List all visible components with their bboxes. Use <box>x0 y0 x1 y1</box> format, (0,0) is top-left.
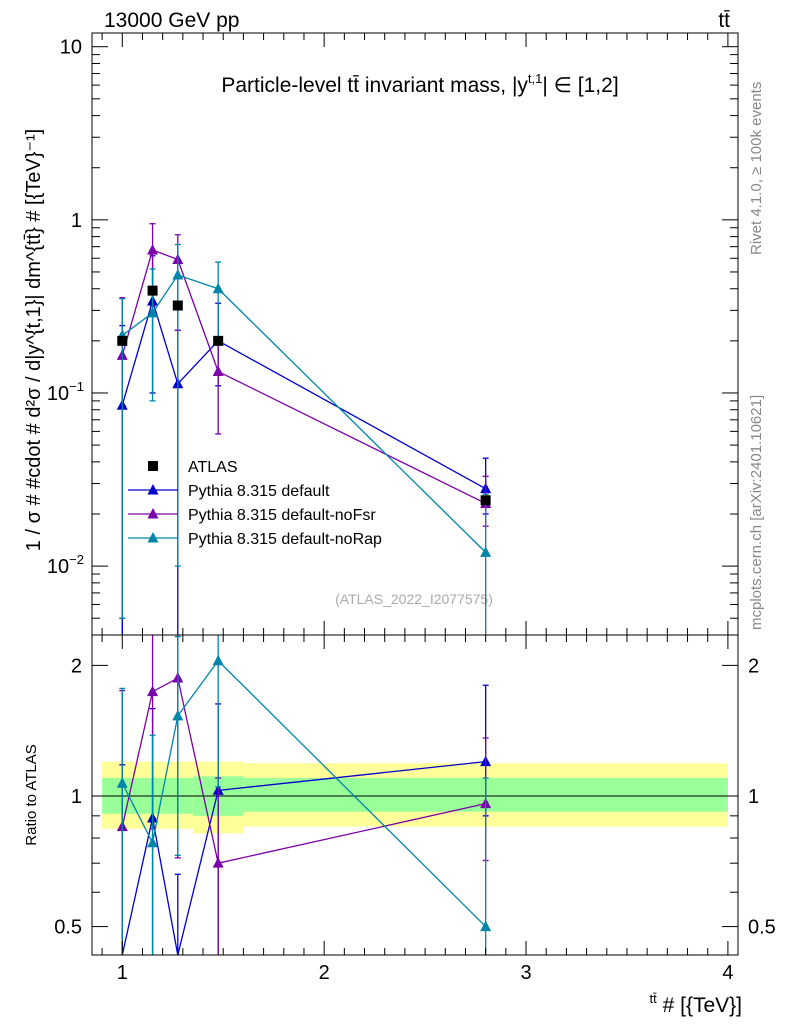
legend-item: Pythia 8.315 default-noRap <box>128 531 382 548</box>
ratio-y-tick-label-right: 1 <box>748 786 759 808</box>
atlas-data-point <box>117 335 128 346</box>
data-point <box>172 269 184 280</box>
legend-marker-triangle <box>147 532 159 543</box>
ratio-panel: 0.5 0.5 1 1 2 2 1 2 3 4 Ratio to ATLAS tt̄ # [{T… <box>23 634 776 1017</box>
main-y-axis-label: 1 / σ # #cdot # d²σ / d|y^{t,1}| dm^{tt̄… <box>23 129 45 551</box>
atlas-data-point <box>480 495 491 506</box>
ratio-uncertainty-bands <box>102 761 728 834</box>
legend-item: Pythia 8.315 default-noFsr <box>128 507 376 524</box>
chart-title: Particle-level tt̄ invariant mass, |yt,1… <box>221 71 618 97</box>
ratio-y-tick-label-right: 2 <box>748 655 759 677</box>
legend-label: ATLAS <box>188 459 238 476</box>
header-process-label: tt̄ <box>718 9 730 32</box>
data-point <box>116 777 128 788</box>
data-point <box>172 709 184 721</box>
legend-label: Pythia 8.315 default <box>188 483 330 500</box>
series-line <box>121 249 486 505</box>
legend-label: Pythia 8.315 default-noFsr <box>188 507 376 524</box>
legend-item: Pythia 8.315 default <box>128 483 330 500</box>
ratio-y-tick-label: 1 <box>71 786 82 808</box>
legend-marker-triangle <box>147 484 159 495</box>
main-panel: 10−2 10−1 1 10 Particle-level tt̄ invariant… <box>23 32 739 636</box>
main-y-tick-label: 1 <box>71 210 82 232</box>
ratio-y-tick-label-right: 0.5 <box>748 917 776 939</box>
x-tick-label: 3 <box>520 962 531 984</box>
x-axis: 1 2 3 4 <box>101 635 733 984</box>
data-point <box>147 243 159 255</box>
data-point <box>212 654 224 666</box>
x-tick-label: 1 <box>117 962 128 984</box>
legend: ATLAS Pythia 8.315 default Pythia 8.315 de… <box>128 459 382 548</box>
ratio-pythia-8-315-default-norap <box>116 635 492 955</box>
data-point <box>480 920 492 932</box>
main-y-tick-label: 10−2 <box>47 552 84 578</box>
atlas-data-point <box>172 300 183 311</box>
header-energy-label: 13000 GeV pp <box>104 9 239 32</box>
ratio-frame <box>91 634 739 956</box>
legend-marker-square <box>148 461 158 471</box>
main-x-axis-ticks <box>101 33 729 635</box>
data-point <box>147 306 159 318</box>
ratio-series-group <box>116 635 492 956</box>
data-point <box>212 282 224 294</box>
data-point <box>212 857 224 868</box>
series-line <box>121 298 486 490</box>
main-series-group <box>116 223 492 635</box>
main-pythia-8-315-default <box>116 255 492 635</box>
atlas-data-point <box>213 335 224 346</box>
analysis-watermark: (ATLAS_2022_I2077575) <box>335 591 493 607</box>
main-y-tick-label: 10−1 <box>47 379 84 405</box>
data-point <box>212 365 224 377</box>
data-point <box>147 685 159 697</box>
data-point <box>480 546 492 557</box>
x-tick-label: 4 <box>722 962 733 984</box>
ratio-y-tick-label: 0.5 <box>54 917 82 939</box>
legend-marker-triangle <box>147 508 159 519</box>
rivet-version-label: Rivet 4.1.0, ≥ 100k events <box>748 82 765 255</box>
mcplots-label: mcplots.cern.ch [arXiv:2401.10621] <box>748 395 765 630</box>
main-y-tick-label: 10 <box>60 37 82 59</box>
legend-item: ATLAS <box>148 459 238 476</box>
ratio-y-tick-label: 2 <box>71 655 82 677</box>
x-axis-label: tt̄ # [{TeV}] <box>650 991 742 1017</box>
atlas-data-point <box>147 285 158 296</box>
x-tick-label: 2 <box>319 962 330 984</box>
legend-label: Pythia 8.315 default-noRap <box>188 531 382 548</box>
ratio-y-axis-label: Ratio to ATLAS <box>23 744 40 845</box>
main-y-axis: 10−2 10−1 1 10 <box>47 37 738 636</box>
data-point <box>147 836 159 848</box>
ratio-y-axis: 0.5 0.5 1 1 2 2 <box>54 655 776 938</box>
